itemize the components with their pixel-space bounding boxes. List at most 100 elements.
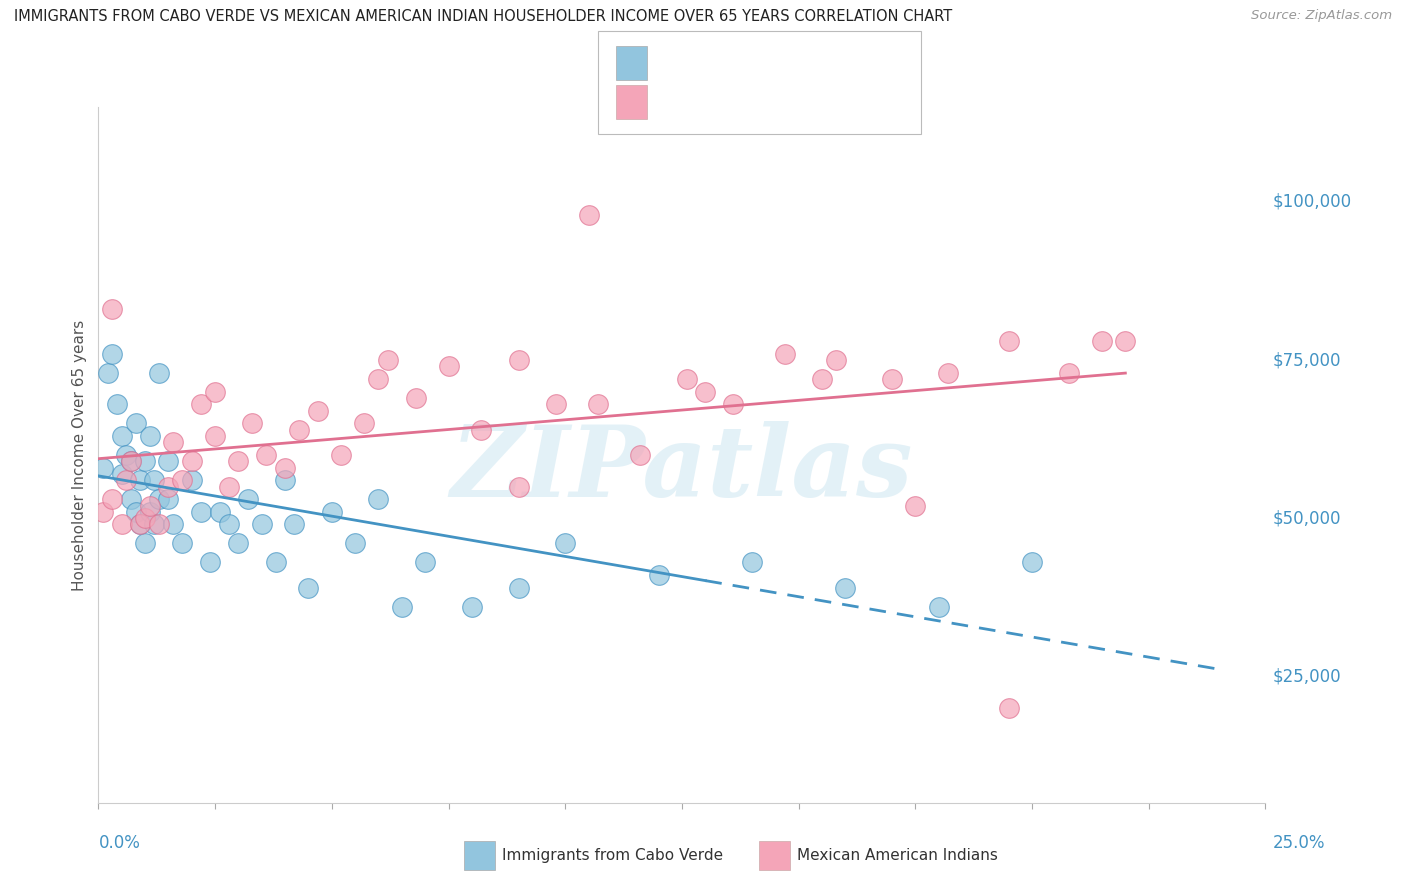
Point <box>204 384 226 399</box>
Point <box>129 473 152 487</box>
Point <box>129 517 152 532</box>
Point <box>115 473 138 487</box>
Text: $75,000: $75,000 <box>1272 351 1341 369</box>
Point <box>172 473 194 487</box>
Text: Immigrants from Cabo Verde: Immigrants from Cabo Verde <box>502 848 723 863</box>
Point <box>134 454 156 468</box>
Text: 0.296: 0.296 <box>700 93 756 111</box>
Point <box>101 492 124 507</box>
Point <box>437 359 460 374</box>
Point <box>904 499 927 513</box>
Point <box>148 517 170 532</box>
Point <box>129 517 152 532</box>
Text: N =: N = <box>766 54 806 72</box>
Point <box>377 353 399 368</box>
Point <box>578 208 600 222</box>
Point <box>204 429 226 443</box>
Point <box>628 448 651 462</box>
Point <box>111 429 134 443</box>
Point <box>274 473 297 487</box>
Point <box>111 517 134 532</box>
Point <box>157 492 180 507</box>
Point <box>111 467 134 481</box>
Point <box>157 479 180 493</box>
Point <box>218 479 240 493</box>
Point <box>391 599 413 614</box>
Point <box>1021 556 1043 570</box>
Point <box>101 347 124 361</box>
Point <box>554 536 576 550</box>
Point <box>120 454 142 468</box>
Y-axis label: Householder Income Over 65 years: Householder Income Over 65 years <box>72 319 87 591</box>
Text: 0.0%: 0.0% <box>98 834 141 852</box>
Point <box>139 429 162 443</box>
Point <box>508 479 530 493</box>
Point <box>236 492 259 507</box>
Text: IMMIGRANTS FROM CABO VERDE VS MEXICAN AMERICAN INDIAN HOUSEHOLDER INCOME OVER 65: IMMIGRANTS FROM CABO VERDE VS MEXICAN AM… <box>14 9 952 24</box>
Text: ZIPatlas: ZIPatlas <box>451 421 912 517</box>
Text: Source: ZipAtlas.com: Source: ZipAtlas.com <box>1251 9 1392 22</box>
Point <box>274 460 297 475</box>
Point <box>180 454 202 468</box>
Point <box>180 473 202 487</box>
Point <box>321 505 343 519</box>
Point <box>139 499 162 513</box>
Point <box>139 505 162 519</box>
Point <box>367 492 389 507</box>
Point <box>97 366 120 380</box>
Text: $25,000: $25,000 <box>1272 667 1341 685</box>
Point <box>997 334 1019 348</box>
Point <box>741 556 763 570</box>
Point <box>143 473 166 487</box>
Point <box>288 423 311 437</box>
Point <box>544 397 567 411</box>
Point <box>405 391 427 405</box>
Point <box>997 701 1019 715</box>
Point <box>172 536 194 550</box>
Point <box>250 517 273 532</box>
Point <box>825 353 848 368</box>
Point <box>91 505 114 519</box>
Point <box>508 581 530 595</box>
Point <box>297 581 319 595</box>
Point <box>1091 334 1114 348</box>
Point <box>344 536 367 550</box>
Point <box>461 599 484 614</box>
Point <box>353 417 375 431</box>
Point <box>208 505 231 519</box>
Text: $50,000: $50,000 <box>1272 509 1341 527</box>
Point <box>470 423 492 437</box>
Text: R =: R = <box>655 54 695 72</box>
Text: 51: 51 <box>813 93 838 111</box>
Point <box>834 581 856 595</box>
Point <box>218 517 240 532</box>
Point <box>162 435 184 450</box>
Point <box>1114 334 1136 348</box>
Point <box>928 599 950 614</box>
Point <box>264 556 287 570</box>
Point <box>190 505 212 519</box>
Point <box>120 454 142 468</box>
Point <box>811 372 834 386</box>
Point <box>1059 366 1081 380</box>
Point <box>330 448 353 462</box>
Point <box>307 403 329 417</box>
Point <box>228 454 250 468</box>
Point <box>125 417 148 431</box>
Point <box>125 505 148 519</box>
Text: -0.165: -0.165 <box>700 54 765 72</box>
Point <box>148 492 170 507</box>
Point <box>675 372 697 386</box>
Point <box>200 556 222 570</box>
Point <box>101 302 124 317</box>
Point <box>647 568 669 582</box>
Point <box>283 517 305 532</box>
Text: Mexican American Indians: Mexican American Indians <box>797 848 998 863</box>
Point <box>105 397 128 411</box>
Point <box>148 366 170 380</box>
Point <box>134 536 156 550</box>
Point <box>134 511 156 525</box>
Point <box>115 448 138 462</box>
Point <box>228 536 250 550</box>
Point <box>143 517 166 532</box>
